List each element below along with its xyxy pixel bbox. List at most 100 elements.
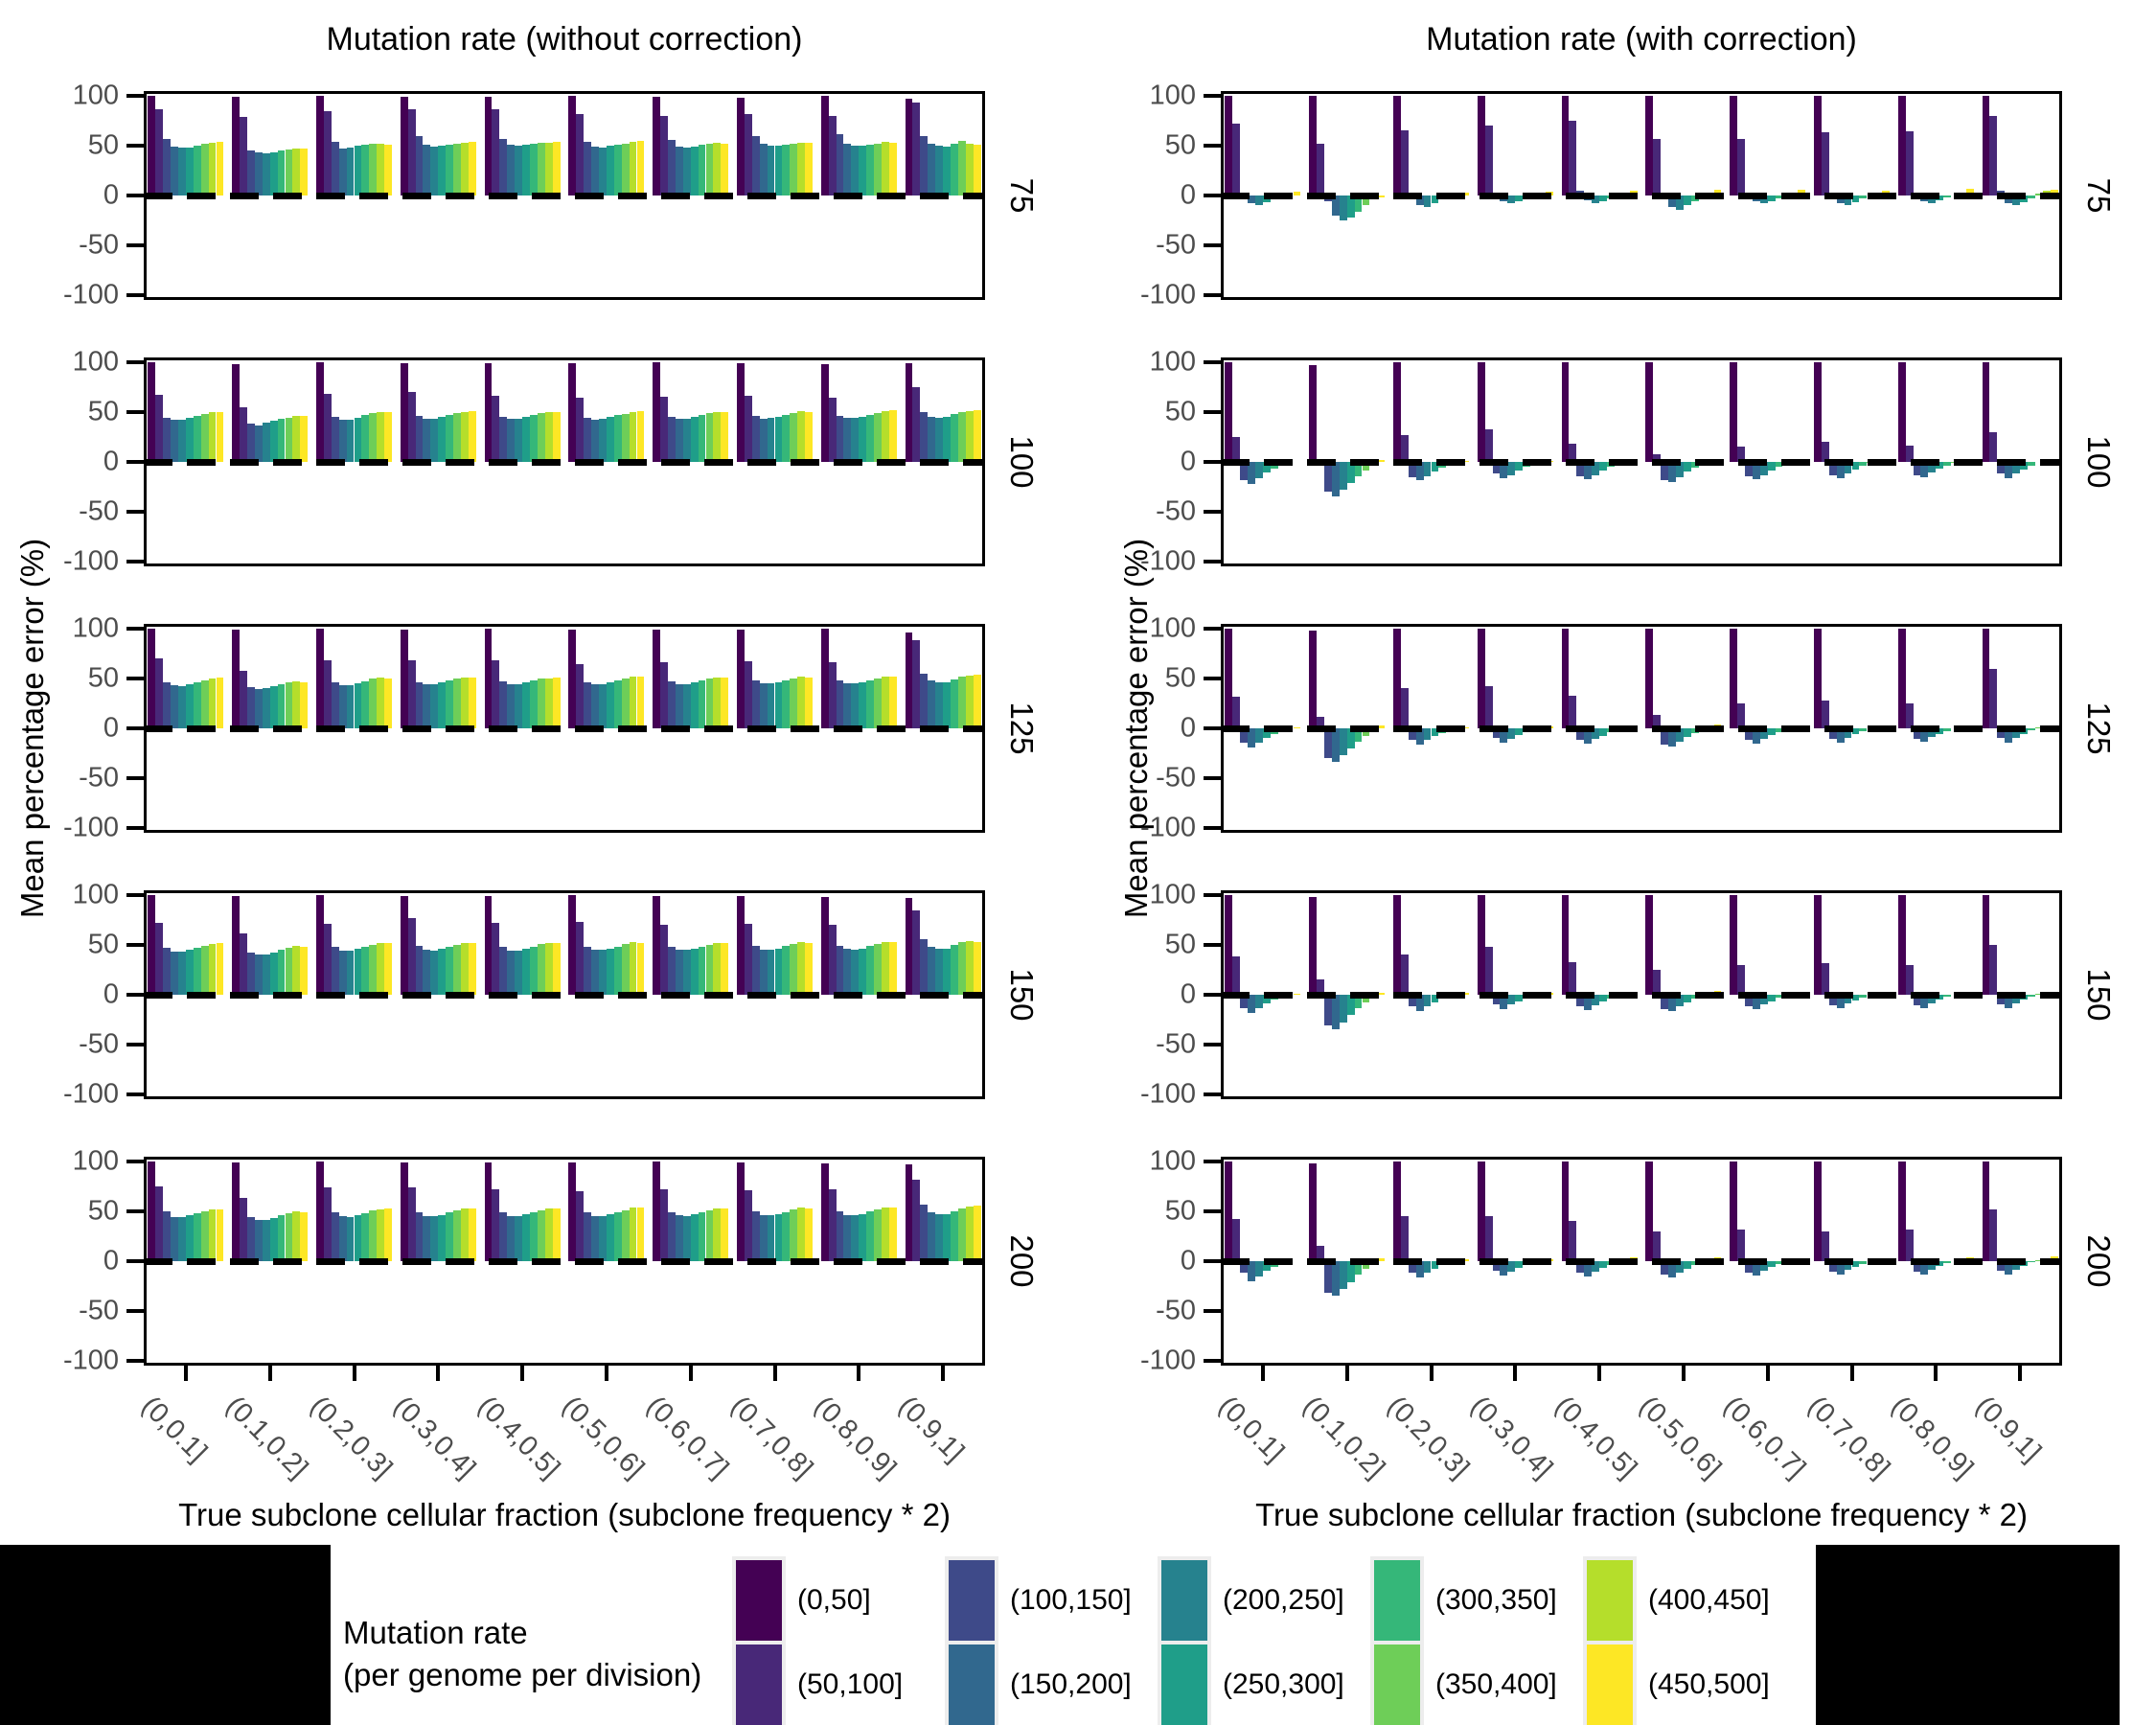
bar [515, 684, 523, 728]
bar [292, 946, 301, 995]
bar [208, 943, 217, 995]
bar [653, 362, 661, 462]
bar [767, 146, 775, 196]
bar [537, 943, 545, 995]
bar [1653, 715, 1662, 728]
bar [1561, 895, 1570, 995]
bar [1484, 428, 1493, 462]
bar [323, 394, 332, 462]
bar [544, 412, 553, 462]
bar [1730, 1162, 1738, 1261]
bar [667, 1212, 676, 1261]
bar [767, 1215, 775, 1261]
y-tick [1204, 1043, 1221, 1046]
bar [1400, 130, 1409, 196]
bar [613, 680, 622, 728]
y-tick [1204, 410, 1221, 414]
bar [1492, 462, 1501, 474]
bar [208, 412, 217, 462]
bar [1232, 124, 1241, 196]
bar [1844, 728, 1852, 739]
bar [828, 398, 837, 462]
bar [1309, 897, 1318, 995]
bar [866, 680, 875, 728]
bar [705, 1209, 714, 1261]
bar [591, 950, 599, 995]
bar [1331, 995, 1340, 1030]
bar [805, 677, 813, 728]
bar [1737, 138, 1745, 196]
bar [193, 682, 201, 728]
bar [698, 680, 706, 728]
bar [208, 1208, 217, 1261]
bar [171, 1217, 178, 1261]
bar [1592, 1261, 1600, 1273]
bar [1477, 96, 1485, 196]
bar [1821, 1230, 1829, 1261]
bar [1897, 1162, 1906, 1261]
bar [1645, 96, 1654, 196]
bar [499, 947, 508, 995]
y-tick [1204, 360, 1221, 364]
bar [1759, 728, 1768, 740]
x-axis-title-right: True subclone cellular fraction (subclon… [1255, 1497, 2028, 1532]
bar [1569, 121, 1577, 196]
y-tick-label: 100 [1149, 1145, 1196, 1177]
bar [1683, 1261, 1691, 1270]
bar [1515, 462, 1524, 472]
bar [576, 922, 585, 995]
bar [1928, 728, 1937, 738]
bar [461, 677, 469, 728]
bar [2005, 728, 2013, 743]
bar [507, 1216, 516, 1261]
bar [438, 417, 447, 462]
legend-key [949, 1644, 995, 1725]
bar [660, 397, 668, 462]
bar [591, 684, 599, 728]
bar [1254, 462, 1263, 478]
bar [2012, 196, 2021, 206]
legend-key [1161, 1560, 1207, 1641]
legend-label: (250,300] [1223, 1668, 1344, 1700]
bar [606, 682, 614, 728]
bar [1309, 365, 1318, 462]
zero-line [1221, 992, 2062, 999]
y-tick [1204, 460, 1221, 464]
y-tick-label: -100 [62, 279, 119, 310]
y-tick [126, 1043, 144, 1046]
bar [636, 140, 645, 196]
bar [576, 1191, 585, 1261]
bar [1744, 995, 1753, 1007]
bar [1346, 1261, 1355, 1282]
bar [874, 943, 882, 995]
bar [851, 950, 860, 995]
bar [1828, 1261, 1837, 1273]
bar [820, 629, 829, 728]
bar [920, 938, 929, 995]
bar [1584, 1261, 1593, 1276]
y-tick [126, 460, 144, 464]
bar [1331, 1261, 1340, 1297]
bar [246, 953, 255, 995]
x-tick [1260, 1366, 1265, 1381]
bar [369, 678, 378, 728]
y-tick [1204, 893, 1221, 897]
bar [1354, 1261, 1363, 1275]
bar [2012, 462, 2021, 474]
bar [820, 96, 829, 196]
bar [430, 684, 439, 728]
bar [767, 683, 775, 728]
bar [1484, 126, 1493, 196]
bar [705, 678, 714, 728]
bar [836, 416, 844, 462]
bar [163, 1211, 172, 1261]
x-tick [1849, 1366, 1854, 1381]
bar [629, 676, 637, 728]
bar [1989, 945, 1998, 995]
bar [1675, 196, 1684, 210]
bar [453, 143, 461, 196]
bar [928, 143, 936, 196]
bar [232, 1162, 241, 1261]
bar [957, 140, 966, 196]
bar [537, 413, 545, 462]
